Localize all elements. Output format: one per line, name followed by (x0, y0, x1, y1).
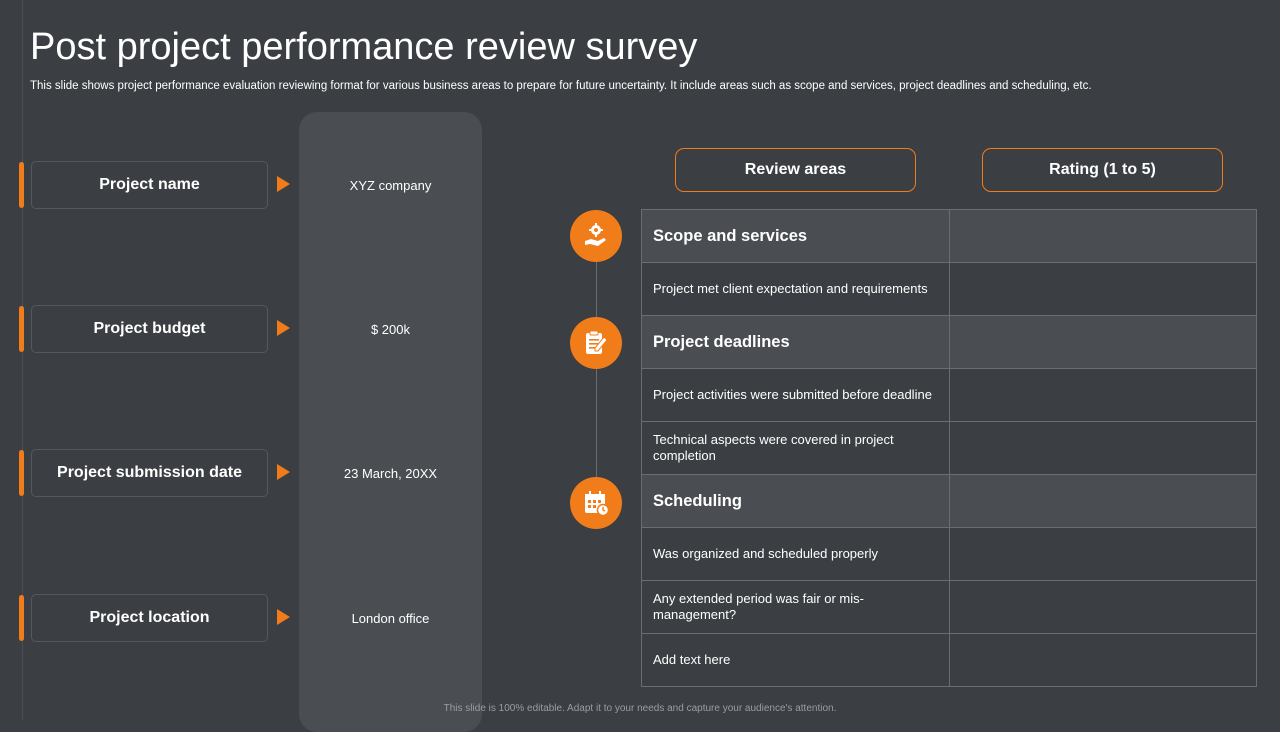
page-subtitle: This slide shows project performance eva… (30, 80, 1092, 92)
rating-cell[interactable] (949, 421, 1257, 475)
field-label: Project submission date (31, 449, 268, 497)
rating-cell[interactable] (949, 527, 1257, 581)
timeline-connector (596, 236, 597, 504)
field-accent-bar (19, 450, 24, 496)
arrow-right-icon (277, 176, 290, 192)
arrow-right-icon (277, 320, 290, 336)
criterion-cell[interactable]: Add text here (641, 633, 950, 687)
table-row: Add text here (641, 633, 1257, 687)
field-value: $ 200k (370, 321, 411, 337)
rating-cell[interactable] (949, 474, 1257, 528)
field-row-submission-date: Project submission date 23 March, 20XX (19, 448, 479, 498)
scheduling-badge (570, 477, 622, 529)
rating-cell[interactable] (949, 315, 1257, 369)
review-areas-header: Review areas (675, 148, 916, 192)
project-deadlines-badge (570, 317, 622, 369)
category-cell: Scope and services (641, 209, 950, 263)
table-row: Was organized and scheduled properly (641, 527, 1257, 581)
category-cell: Scheduling (641, 474, 950, 528)
table-row: Project deadlines (641, 315, 1257, 369)
field-label: Project location (31, 594, 268, 642)
value-panel (299, 112, 482, 732)
left-guide-line (22, 0, 23, 720)
category-cell: Project deadlines (641, 315, 950, 369)
criterion-cell: Project met client expectation and requi… (641, 262, 950, 316)
field-accent-bar (19, 162, 24, 208)
table-row: Project met client expectation and requi… (641, 262, 1257, 316)
criterion-cell: Any extended period was fair or mis-mana… (641, 580, 950, 634)
criterion-cell: Technical aspects were covered in projec… (641, 421, 950, 475)
gear-hand-icon (585, 223, 606, 246)
rating-cell[interactable] (949, 633, 1257, 687)
field-label: Project budget (31, 305, 268, 353)
field-row-project-name: Project name XYZ company (19, 160, 479, 210)
field-value: 23 March, 20XX (343, 465, 438, 481)
table-row: Scheduling (641, 474, 1257, 528)
rating-cell[interactable] (949, 209, 1257, 263)
field-value: XYZ company (349, 177, 432, 193)
field-accent-bar (19, 306, 24, 352)
footer-note: This slide is 100% editable. Adapt it to… (443, 703, 837, 714)
arrow-right-icon (277, 609, 290, 625)
arrow-right-icon (277, 464, 290, 480)
clipboard-pen-icon (586, 330, 608, 354)
table-row: Project activities were submitted before… (641, 368, 1257, 422)
table-row: Technical aspects were covered in projec… (641, 421, 1257, 475)
scope-services-badge (570, 210, 622, 262)
page-title: Post project performance review survey (30, 26, 698, 68)
review-table: Scope and services Project met client ex… (641, 209, 1257, 687)
criterion-cell: Project activities were submitted before… (641, 368, 950, 422)
table-row: Any extended period was fair or mis-mana… (641, 580, 1257, 634)
table-row: Scope and services (641, 209, 1257, 263)
calendar-clock-icon (585, 491, 610, 517)
field-label: Project name (31, 161, 268, 209)
field-row-project-budget: Project budget $ 200k (19, 304, 479, 354)
field-row-project-location: Project location London office (19, 593, 479, 643)
field-accent-bar (19, 595, 24, 641)
rating-cell[interactable] (949, 368, 1257, 422)
field-value: London office (351, 610, 430, 626)
rating-cell[interactable] (949, 262, 1257, 316)
rating-header: Rating (1 to 5) (982, 148, 1223, 192)
rating-cell[interactable] (949, 580, 1257, 634)
criterion-cell: Was organized and scheduled properly (641, 527, 950, 581)
